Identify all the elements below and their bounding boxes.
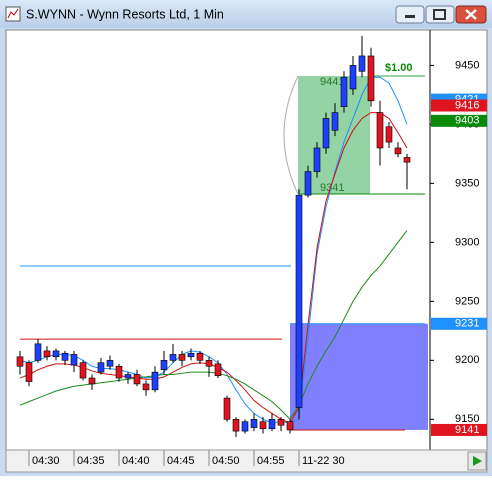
x-tick-label: 04:45 (167, 455, 195, 467)
entry-price: 9341 (320, 182, 344, 194)
candle-body (403, 157, 411, 163)
candle-body (232, 419, 240, 432)
candle-body (268, 419, 276, 430)
candle-body (70, 354, 78, 366)
time-axis-bar (5, 449, 488, 473)
x-tick-label: 04:40 (122, 455, 150, 467)
minimize-glyph (405, 15, 415, 18)
candle-body (124, 374, 132, 379)
price-tag-label: 9416 (455, 99, 479, 111)
candle-body (52, 350, 60, 358)
candle-body (295, 194, 303, 408)
candle-body (97, 362, 105, 373)
candle-body (142, 383, 150, 391)
price-tag (431, 423, 487, 436)
candle-body (286, 421, 294, 431)
y-tick-label: 9150 (455, 413, 479, 425)
candle-body (358, 55, 366, 72)
x-tick-label: 04:50 (212, 455, 240, 467)
y-tick-label: 9200 (455, 354, 479, 366)
price-tag-label: 9141 (455, 424, 479, 436)
target-price: 9441 (320, 76, 344, 88)
candle-body (43, 350, 51, 358)
candle-body (385, 126, 393, 143)
moving-average (19, 76, 408, 424)
candle-body (322, 118, 330, 149)
profit-label: $1.00 (385, 62, 413, 74)
price-tag-label: 9403 (455, 115, 479, 127)
maximize-glyph (433, 9, 446, 20)
x-tick-label: 11-22 30 (302, 455, 345, 467)
app-icon-glyph (7, 8, 19, 19)
candle-body (169, 354, 177, 361)
x-tick-label: 04:30 (32, 455, 60, 467)
scroll-arrow (473, 456, 482, 466)
close-glyph (465, 9, 477, 20)
candle-body (115, 365, 123, 379)
window-title: S.WYNN - Wynn Resorts Ltd, 1 Min (26, 7, 224, 21)
moving-average (19, 230, 408, 421)
candle-body (160, 360, 168, 371)
y-tick-label: 9350 (455, 177, 479, 189)
candle-body (376, 112, 384, 149)
minimize-button[interactable] (395, 5, 425, 24)
price-tag (431, 99, 487, 112)
x-tick-label: 04:55 (257, 455, 285, 467)
candle-body (367, 55, 375, 102)
candle-body (61, 352, 69, 361)
candle-body (304, 171, 312, 196)
price-tag-label: 9231 (455, 318, 479, 330)
candle-body (340, 76, 348, 107)
candle-body (88, 377, 96, 385)
candle-body (133, 374, 141, 385)
candle-body (331, 112, 339, 131)
candle-body (205, 360, 213, 367)
y-tick-label: 9450 (455, 59, 479, 71)
price-tag (431, 317, 487, 330)
candle-body (106, 360, 114, 367)
candle-body (151, 371, 159, 391)
x-tick-label: 04:35 (77, 455, 105, 467)
candle-body (187, 352, 195, 358)
candle-body (25, 362, 33, 382)
candle-body (223, 397, 231, 420)
candle-body (394, 147, 402, 155)
candle-body (250, 419, 258, 428)
y-tick-label: 9250 (455, 295, 479, 307)
stop-box (290, 323, 428, 430)
candle-body (34, 343, 42, 361)
candle-body (259, 421, 267, 430)
candle-body (313, 147, 321, 172)
candle-body (79, 362, 87, 379)
candle-body (16, 356, 24, 367)
target-arc (283, 75, 299, 195)
maximize-button[interactable] (425, 5, 455, 24)
y-tick-label: 9300 (455, 236, 479, 248)
candle-body (277, 419, 285, 426)
candle-body (349, 65, 357, 90)
candle-body (214, 363, 222, 376)
candle-body (241, 421, 249, 432)
candle-body (196, 352, 204, 361)
candle-body (178, 354, 186, 361)
price-tag (431, 114, 487, 127)
